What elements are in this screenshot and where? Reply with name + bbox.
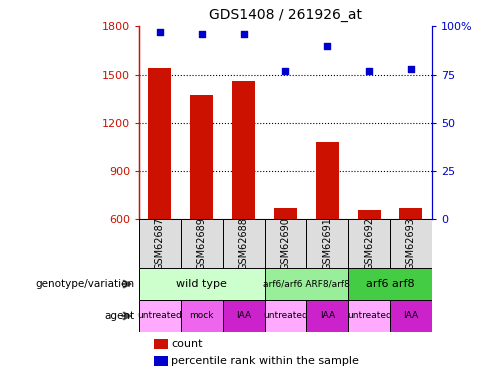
Text: agent: agent [104,311,134,321]
Point [324,43,331,49]
Text: GSM62688: GSM62688 [239,217,249,270]
Bar [139,268,264,300]
Bar [181,300,223,332]
Text: IAA: IAA [320,311,335,320]
Bar [348,219,390,268]
Point [240,31,247,37]
Bar [232,81,255,219]
Bar [223,219,264,268]
Point [282,68,289,74]
Text: percentile rank within the sample: percentile rank within the sample [171,356,359,366]
Text: genotype/variation: genotype/variation [35,279,134,289]
Point [365,68,373,74]
Bar [400,208,423,219]
Point [407,66,415,72]
Text: mock: mock [189,311,214,320]
Text: untreated: untreated [138,311,183,320]
Bar [316,142,339,219]
Point [198,31,206,37]
Text: GSM62691: GSM62691 [322,217,332,270]
Bar [139,300,181,332]
Text: untreated: untreated [263,311,308,320]
Text: wild type: wild type [176,279,227,289]
Bar [223,300,264,332]
Bar [264,300,306,332]
Bar [190,96,213,219]
Bar [181,219,223,268]
Text: GSM62689: GSM62689 [197,217,207,270]
Bar [306,300,348,332]
Text: IAA: IAA [236,311,251,320]
Bar [274,208,297,219]
Text: GSM62692: GSM62692 [364,217,374,270]
Bar [306,219,348,268]
Text: arf6 arf8: arf6 arf8 [366,279,414,289]
Bar [264,219,306,268]
Bar [390,300,432,332]
Bar [348,268,432,300]
Bar [348,300,390,332]
Bar [154,356,168,366]
Bar [264,268,348,300]
Text: GSM62690: GSM62690 [281,217,290,270]
Text: IAA: IAA [404,311,419,320]
Bar [390,219,432,268]
Bar [358,210,381,219]
Text: GSM62687: GSM62687 [155,217,165,270]
Point [156,29,164,35]
Text: untreated: untreated [347,311,391,320]
Title: GDS1408 / 261926_at: GDS1408 / 261926_at [209,9,362,22]
Bar [139,219,181,268]
Bar [154,339,168,349]
Bar [148,68,171,219]
Text: arf6/arf6 ARF8/arf8: arf6/arf6 ARF8/arf8 [263,280,350,289]
Text: GSM62693: GSM62693 [406,217,416,270]
Text: count: count [171,339,203,349]
